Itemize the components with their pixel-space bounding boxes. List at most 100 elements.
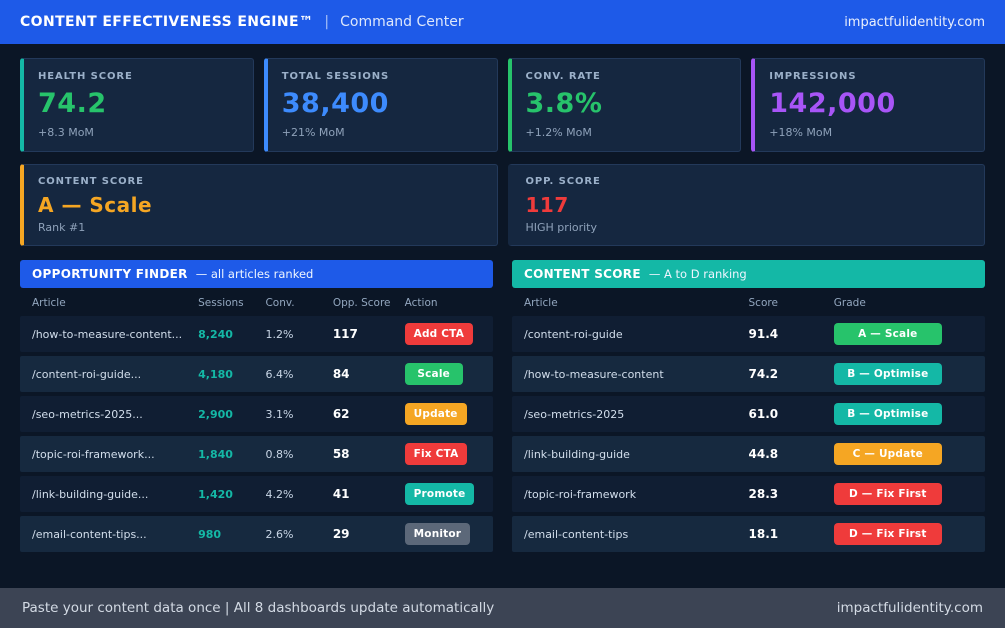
app-title: CONTENT EFFECTIVENESS ENGINE™ — [20, 14, 314, 30]
article-path: /how-to-measure-content... — [32, 327, 183, 341]
summary-value: 117 — [525, 193, 569, 217]
content-score-card: CONTENT SCORE A — Scale Rank #1 — [20, 164, 498, 246]
action-button[interactable]: Add CTA — [404, 323, 474, 345]
summary-value: A — Scale — [38, 193, 153, 217]
grade-badge: D — Fix First — [833, 523, 942, 545]
score-value: 91.4 — [748, 327, 779, 341]
kpi-value: 38,400 — [281, 88, 389, 119]
kpi-card-conv-rate: CONV. RATE 3.8% +1.2% MoM — [507, 58, 742, 152]
col-article: Article — [32, 297, 66, 309]
summary-row: CONTENT SCORE A — Scale Rank #1 OPP. SCO… — [20, 164, 985, 246]
table-row: /topic-roi-framework... 1,840 0.8% 58 Fi… — [20, 436, 493, 472]
table-row: /how-to-measure-content... 8,240 1.2% 11… — [20, 316, 493, 352]
content-score-table-header: CONTENT SCORE — A to D ranking — [512, 260, 985, 288]
opp-score-value: 84 — [332, 367, 350, 381]
article-path: /email-content-tips — [524, 527, 629, 541]
col-opp-score: Opp. Score — [332, 297, 391, 309]
opp-score-value: 58 — [332, 447, 350, 461]
table-row: /content-roi-guide 91.4 A — Scale — [512, 316, 985, 352]
sessions-value: 1,420 — [198, 487, 233, 501]
sessions-value: 980 — [198, 527, 222, 541]
opportunity-table-body: /how-to-measure-content... 8,240 1.2% 11… — [20, 316, 493, 552]
opportunity-finder-table: OPPORTUNITY FINDER — all articles ranked… — [20, 260, 493, 556]
footer-bar: Paste your content data once | All 8 das… — [0, 588, 1005, 628]
table-subtitle: — all articles ranked — [195, 267, 314, 281]
table-row: /seo-metrics-2025... 2,900 3.1% 62 Updat… — [20, 396, 493, 432]
score-value: 74.2 — [748, 367, 779, 381]
opportunity-table-header: OPPORTUNITY FINDER — all articles ranked — [20, 260, 493, 288]
col-grade: Grade — [833, 297, 866, 309]
article-path: /seo-metrics-2025 — [524, 407, 625, 421]
kpi-label: TOTAL SESSIONS — [281, 71, 390, 82]
grade-badge: A — Scale — [833, 323, 942, 345]
article-path: /how-to-measure-content — [524, 367, 664, 381]
sessions-value: 2,900 — [198, 407, 233, 421]
kpi-card-impressions: IMPRESSIONS 142,000 +18% MoM — [751, 58, 985, 152]
sessions-value: 8,240 — [198, 327, 233, 341]
kpi-label: IMPRESSIONS — [769, 71, 857, 82]
opp-score-value: 41 — [332, 487, 350, 501]
col-conv: Conv. — [265, 297, 295, 309]
article-path: /content-roi-guide — [524, 327, 623, 341]
conv-value: 2.6% — [265, 527, 294, 541]
score-value: 18.1 — [748, 527, 779, 541]
summary-label: OPP. SCORE — [525, 176, 601, 187]
col-action: Action — [404, 297, 438, 309]
sessions-value: 4,180 — [198, 367, 233, 381]
table-row: /topic-roi-framework 28.3 D — Fix First — [512, 476, 985, 512]
grade-badge: C — Update — [833, 443, 942, 465]
score-value: 44.8 — [748, 447, 779, 461]
article-path: /email-content-tips... — [32, 527, 147, 541]
summary-label: CONTENT SCORE — [38, 176, 144, 187]
kpi-label: HEALTH SCORE — [38, 71, 133, 82]
kpi-value: 3.8% — [525, 88, 603, 119]
conv-value: 4.2% — [265, 487, 294, 501]
sessions-value: 1,840 — [198, 447, 233, 461]
kpi-value: 74.2 — [38, 88, 107, 119]
kpi-delta: +8.3 MoM — [38, 126, 94, 139]
article-path: /link-building-guide... — [32, 487, 149, 501]
column-headers: Article Score Grade — [512, 288, 985, 316]
col-sessions: Sessions — [198, 297, 244, 309]
kpi-delta: +21% MoM — [281, 126, 345, 139]
action-button[interactable]: Promote — [404, 483, 475, 505]
col-article: Article — [524, 297, 558, 309]
kpi-delta: +18% MoM — [769, 126, 833, 139]
app-header: CONTENT EFFECTIVENESS ENGINE™ | Command … — [0, 0, 1005, 44]
table-title: OPPORTUNITY FINDER — [32, 267, 188, 281]
opp-score-card: OPP. SCORE 117 HIGH priority — [507, 164, 985, 246]
table-row: /link-building-guide 44.8 C — Update — [512, 436, 985, 472]
table-row: /link-building-guide... 1,420 4.2% 41 Pr… — [20, 476, 493, 512]
action-button[interactable]: Update — [404, 403, 467, 425]
kpi-card-total-sessions: TOTAL SESSIONS 38,400 +21% MoM — [263, 58, 498, 152]
kpi-row: HEALTH SCORE 74.2 +8.3 MoM TOTAL SESSION… — [20, 58, 985, 152]
score-value: 61.0 — [748, 407, 779, 421]
app-subtitle: Command Center — [340, 14, 464, 30]
kpi-label: CONV. RATE — [525, 71, 601, 82]
column-headers: Article Sessions Conv. Opp. Score Action — [20, 288, 493, 316]
article-path: /topic-roi-framework... — [32, 447, 155, 461]
grade-badge: D — Fix First — [833, 483, 942, 505]
article-path: /content-roi-guide... — [32, 367, 142, 381]
opp-score-value: 117 — [332, 327, 358, 341]
article-path: /topic-roi-framework — [524, 487, 637, 501]
kpi-delta: +1.2% MoM — [525, 126, 592, 139]
table-row: /how-to-measure-content 74.2 B — Optimis… — [512, 356, 985, 392]
conv-value: 1.2% — [265, 327, 294, 341]
col-score: Score — [748, 297, 778, 309]
action-button[interactable]: Scale — [404, 363, 463, 385]
kpi-card-health-score: HEALTH SCORE 74.2 +8.3 MoM — [20, 58, 254, 152]
dashboard-body: HEALTH SCORE 74.2 +8.3 MoM TOTAL SESSION… — [0, 44, 1005, 556]
table-title: CONTENT SCORE — [524, 267, 641, 281]
footer-tagline: Paste your content data once | All 8 das… — [22, 600, 495, 616]
kpi-value: 142,000 — [769, 88, 896, 119]
summary-sub: Rank #1 — [38, 221, 86, 234]
table-row: /email-content-tips... 980 2.6% 29 Monit… — [20, 516, 493, 552]
summary-sub: HIGH priority — [525, 221, 598, 234]
title-separator: | — [324, 14, 330, 30]
action-button[interactable]: Monitor — [404, 523, 471, 545]
conv-value: 0.8% — [265, 447, 294, 461]
conv-value: 6.4% — [265, 367, 294, 381]
conv-value: 3.1% — [265, 407, 294, 421]
action-button[interactable]: Fix CTA — [404, 443, 468, 465]
